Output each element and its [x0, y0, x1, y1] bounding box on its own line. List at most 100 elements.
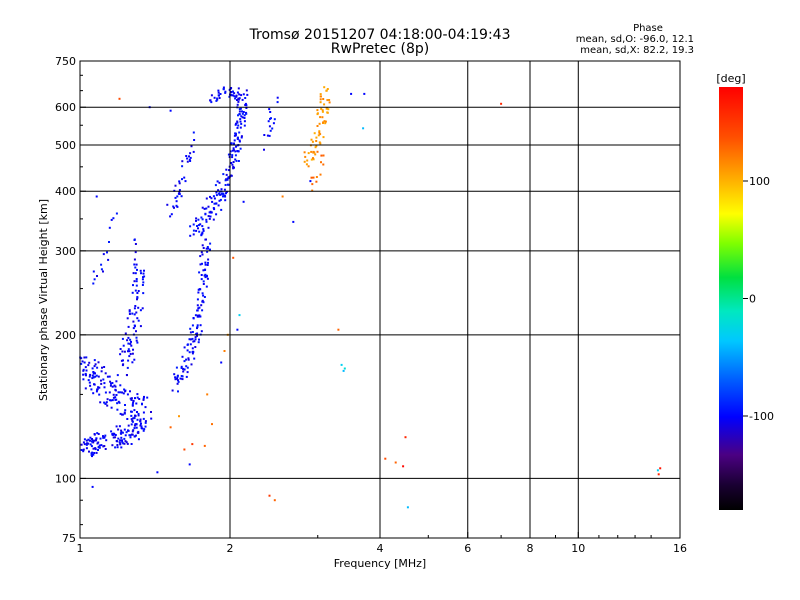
data-point	[114, 436, 117, 439]
data-point	[320, 107, 323, 110]
x-tick-label: 6	[464, 542, 471, 555]
data-point	[199, 223, 202, 226]
data-point	[132, 320, 135, 323]
colorbar-tick-label: 0	[749, 293, 756, 306]
data-point	[120, 446, 123, 449]
data-point	[342, 369, 345, 372]
data-point	[210, 197, 213, 200]
data-point	[100, 382, 103, 385]
data-point	[120, 436, 123, 439]
data-point	[319, 173, 322, 176]
data-point	[231, 149, 234, 152]
data-point	[92, 392, 95, 395]
data-point	[319, 95, 322, 98]
data-point	[126, 442, 129, 445]
data-point	[324, 120, 327, 123]
data-point	[235, 145, 237, 148]
data-point	[115, 440, 118, 442]
data-point	[231, 94, 234, 97]
data-point	[137, 306, 140, 309]
data-point	[406, 506, 409, 509]
data-point	[104, 434, 107, 437]
data-point	[191, 351, 194, 353]
data-point	[95, 437, 98, 440]
data-point	[192, 340, 195, 343]
data-point	[129, 434, 132, 437]
data-point	[243, 124, 246, 127]
data-point	[130, 443, 133, 445]
data-point	[104, 391, 107, 394]
data-point	[85, 374, 87, 377]
data-point	[118, 97, 121, 100]
data-point	[207, 247, 210, 250]
data-point	[303, 151, 306, 154]
data-point	[96, 275, 98, 277]
data-point	[322, 136, 325, 139]
stats-heading: Phase	[633, 23, 663, 34]
data-point	[240, 122, 243, 125]
data-point	[324, 122, 327, 125]
data-point	[114, 446, 117, 449]
data-point	[124, 434, 127, 437]
data-point	[130, 433, 133, 436]
data-point	[199, 288, 202, 291]
data-point	[110, 218, 113, 221]
data-point	[129, 397, 132, 400]
data-point	[122, 392, 125, 395]
data-point	[181, 160, 184, 163]
data-point	[123, 411, 126, 414]
data-point	[175, 204, 178, 207]
data-point	[91, 440, 93, 443]
data-point	[207, 258, 210, 261]
data-point	[328, 101, 331, 104]
data-point	[124, 332, 127, 335]
data-point	[83, 356, 86, 359]
data-point	[85, 369, 88, 372]
data-point	[130, 418, 133, 421]
data-point	[156, 471, 159, 474]
data-point	[245, 112, 248, 115]
data-point	[93, 359, 96, 362]
data-point	[236, 138, 239, 140]
data-point	[173, 373, 176, 376]
data-point	[136, 317, 139, 320]
data-point	[204, 273, 207, 276]
data-point	[107, 258, 110, 261]
data-point	[236, 328, 239, 331]
data-point	[189, 225, 192, 228]
data-point	[113, 384, 116, 387]
data-point	[268, 134, 271, 137]
data-point	[241, 112, 244, 115]
data-point	[92, 282, 95, 285]
data-point	[205, 207, 208, 210]
data-point	[232, 143, 235, 146]
data-point	[321, 116, 324, 119]
data-point	[131, 404, 134, 407]
data-point	[362, 127, 365, 130]
data-point	[139, 418, 142, 421]
stats-line-o: mean, sd,O: -96.0, 12.1	[576, 34, 694, 45]
data-point	[321, 109, 324, 112]
data-point	[109, 380, 112, 383]
data-point	[238, 110, 241, 113]
data-point	[95, 390, 98, 393]
data-point	[273, 499, 276, 502]
data-point	[500, 102, 503, 105]
data-point	[136, 341, 139, 344]
data-point	[119, 443, 122, 446]
data-point	[169, 426, 172, 429]
data-point	[114, 434, 117, 436]
data-point	[197, 307, 200, 310]
data-point	[190, 363, 193, 366]
data-point	[132, 429, 135, 432]
data-point	[198, 271, 201, 274]
data-point	[242, 200, 245, 203]
data-point	[187, 358, 190, 361]
data-point	[85, 439, 88, 442]
data-point	[193, 340, 196, 343]
data-point	[200, 251, 203, 254]
data-point	[136, 298, 138, 301]
data-point	[196, 309, 199, 312]
data-point	[123, 350, 126, 353]
data-point	[131, 430, 134, 433]
